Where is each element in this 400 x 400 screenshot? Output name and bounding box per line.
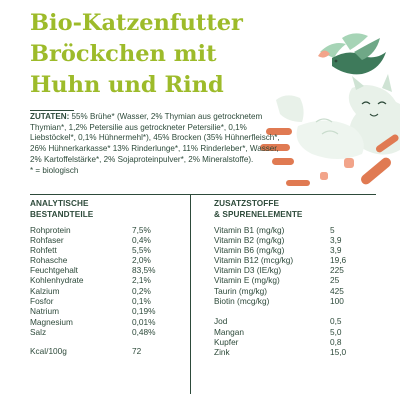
row-value: 0,1% <box>132 296 151 306</box>
row-value: 5,5% <box>132 245 151 255</box>
row-value: 2,1% <box>132 275 151 285</box>
ingredients-keyword: ZUTATEN: <box>30 112 70 121</box>
analytical-heading-line-2: BESTANDTEILE <box>30 209 94 219</box>
analytical-heading: ANALYTISCHE BESTANDTEILE <box>30 199 93 220</box>
row-value: 0,48% <box>132 327 156 337</box>
cat-icon <box>276 74 400 159</box>
row-value: 425 <box>330 286 344 296</box>
ingredients-underline <box>30 110 74 111</box>
row-label: Vitamin B12 (mcg/kg) <box>214 255 294 265</box>
ingredients-footnote: * = biologisch <box>30 165 79 175</box>
row-value: 0,4% <box>132 235 151 245</box>
row-label: Kcal/100g <box>30 346 67 356</box>
row-value: 72 <box>132 346 142 356</box>
section-divider <box>30 194 376 196</box>
row-value: 0,01% <box>132 317 156 327</box>
row-label: Rohfaser <box>30 235 64 245</box>
bird-icon <box>318 33 386 75</box>
row-value: 100 <box>330 296 344 306</box>
row-label: Rohasche <box>30 255 68 265</box>
row-label: Mangan <box>214 327 244 337</box>
row-value: 3,9 <box>330 245 342 255</box>
row-label: Vitamin E (mg/kg) <box>214 275 280 285</box>
row-label: Feuchtgehalt <box>30 265 78 275</box>
meat-pieces-icon <box>260 128 399 186</box>
additives-heading: ZUSATZSTOFFE & SPURENELEMENTE <box>214 199 303 220</box>
row-value: 3,9 <box>330 235 342 245</box>
row-label: Taurin (mg/kg) <box>214 286 268 296</box>
row-label: Natrium <box>30 306 60 316</box>
row-label: Rohprotein <box>30 225 71 235</box>
row-label: Rohfett <box>30 245 57 255</box>
row-value: 19,6 <box>330 255 347 265</box>
row-label: Fosfor <box>30 296 54 306</box>
ingredients-text: ZUTATEN: 55% Brühe* (Wasser, 2% Thymian … <box>30 112 285 166</box>
title-line-1: Bio-Katzenfutter <box>30 10 243 36</box>
row-label: Vitamin D3 (IE/kg) <box>214 265 282 275</box>
row-value: 15,0 <box>330 347 347 357</box>
product-title: Bio-Katzenfutter Bröckchen mit Huhn und … <box>30 8 350 101</box>
row-label: Jod <box>214 316 228 326</box>
row-label: Kupfer <box>214 337 239 347</box>
row-value: 5 <box>330 225 335 235</box>
row-label: Vitamin B6 (mg/kg) <box>214 245 285 255</box>
row-value: 25 <box>330 275 340 285</box>
ingredients-block: ZUTATEN: 55% Brühe* (Wasser, 2% Thymian … <box>30 110 285 176</box>
row-value: 0,5 <box>330 316 342 326</box>
row-value: 0,19% <box>132 306 156 316</box>
row-value: 0,2% <box>132 286 151 296</box>
row-label: Vitamin B1 (mg/kg) <box>214 225 285 235</box>
row-label: Kalzium <box>30 286 60 296</box>
row-value: 225 <box>330 265 344 275</box>
title-line-2: Bröckchen mit <box>30 41 217 67</box>
row-label: Zink <box>214 347 230 357</box>
row-label: Salz <box>30 327 47 337</box>
row-label: Magnesium <box>30 317 73 327</box>
additives-heading-line-1: ZUSATZSTOFFE <box>214 199 280 208</box>
row-value: 5,0 <box>330 327 342 337</box>
column-divider <box>190 194 191 394</box>
analytical-heading-line-1: ANALYTISCHE <box>30 199 89 208</box>
ingredients-list: 55% Brühe* (Wasser, 2% Thymian aus getro… <box>30 112 280 164</box>
row-label: Biotin (mcg/kg) <box>214 296 270 306</box>
row-label: Kohlenhydrate <box>30 275 84 285</box>
row-value: 7,5% <box>132 225 151 235</box>
row-value: 0,8 <box>330 337 342 347</box>
row-value: 2,0% <box>132 255 151 265</box>
row-label: Vitamin B2 (mg/kg) <box>214 235 285 245</box>
cat-and-bird-illustration <box>260 33 400 186</box>
row-value: 83,5% <box>132 265 156 275</box>
title-line-3: Huhn und Rind <box>30 72 224 98</box>
additives-heading-line-2: & SPURENELEMENTE <box>214 209 303 219</box>
